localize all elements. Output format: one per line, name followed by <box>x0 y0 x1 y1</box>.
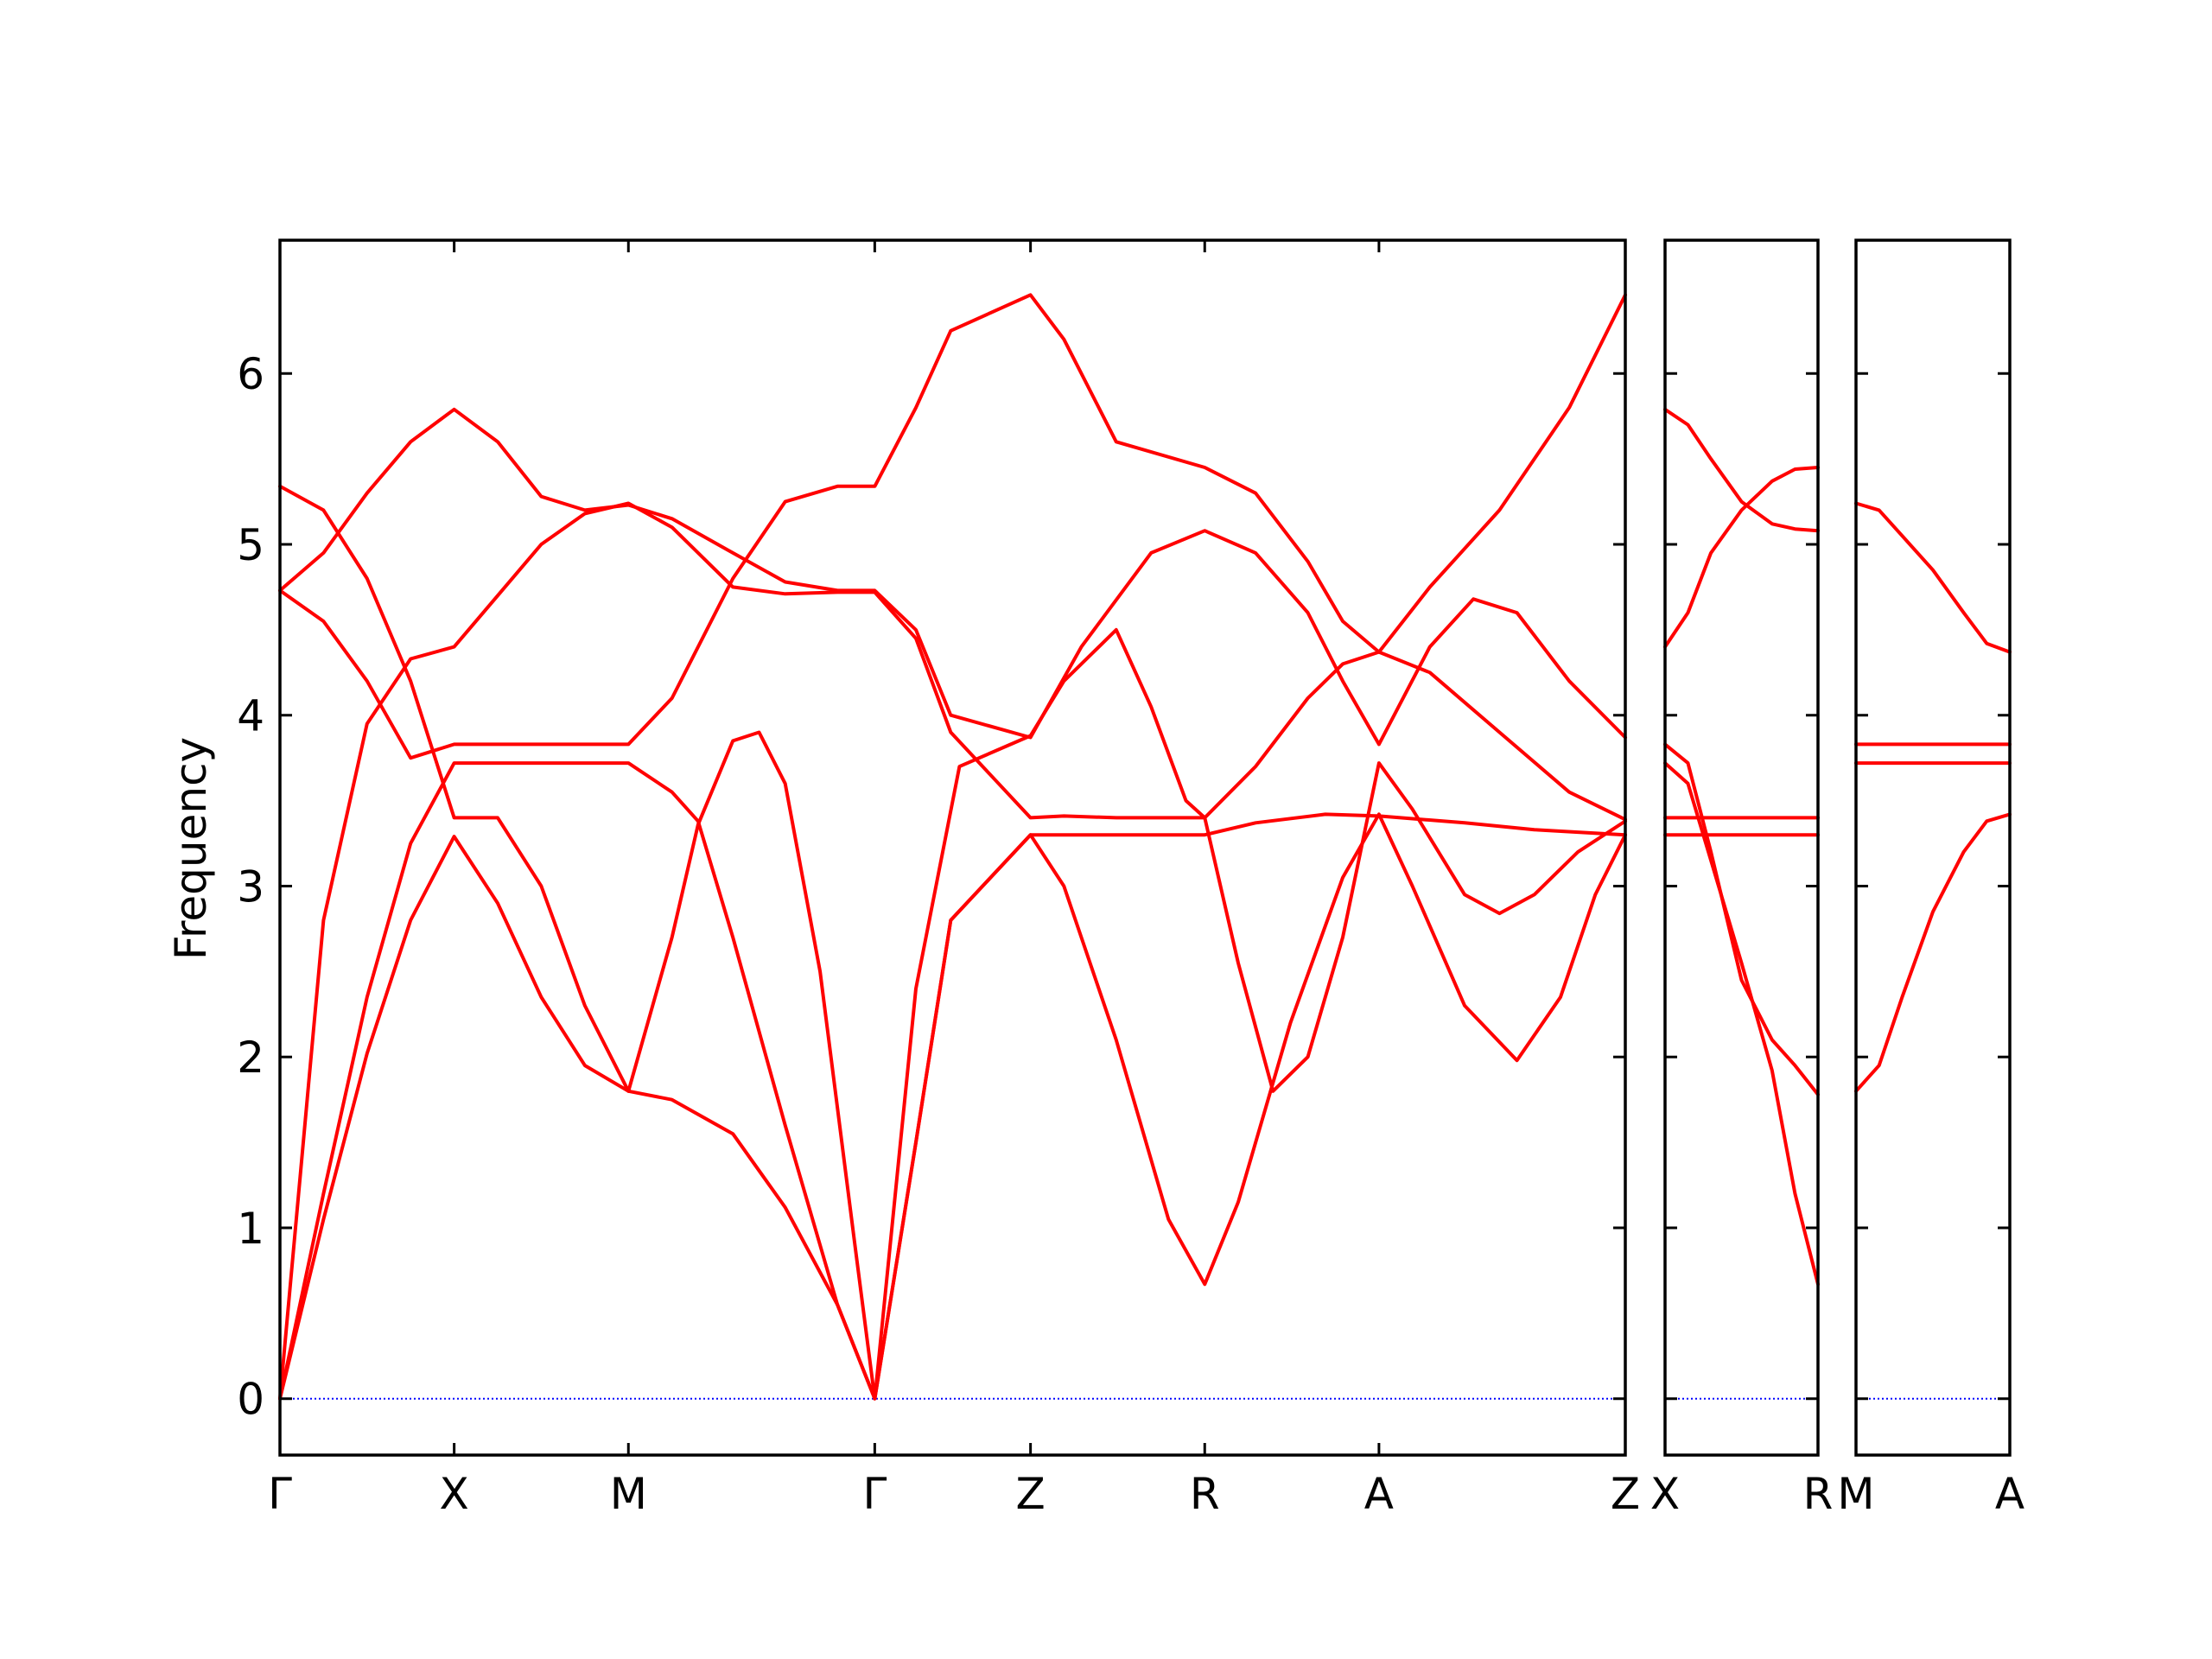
y-tick-label: 6 <box>237 349 264 399</box>
x-tick-label: Z <box>1611 1469 1640 1519</box>
x-tick-label: Z <box>1015 1469 1045 1519</box>
phonon-band-4 <box>278 293 1627 760</box>
phonon-band-4 <box>1854 501 2012 654</box>
panel-frame <box>1663 238 1820 1457</box>
phonon-band-3 <box>278 501 1627 1401</box>
x-tick-label: X <box>439 1469 468 1519</box>
x-tick-label: R <box>1803 1469 1834 1519</box>
y-tick-label: 2 <box>237 1033 264 1083</box>
phonon-band-3 <box>1663 761 1820 1287</box>
phonon-band-6 <box>278 484 1627 1401</box>
phonon-band-1 <box>278 812 1627 1401</box>
y-tick-label: 1 <box>237 1204 264 1254</box>
panel-frame <box>1854 238 2012 1457</box>
phonon-band-2 <box>278 761 1627 1401</box>
y-tick-label: 5 <box>237 520 264 570</box>
x-tick-label: Γ <box>862 1469 887 1519</box>
panel-frame <box>278 238 1627 1457</box>
x-tick-label: R <box>1190 1469 1220 1519</box>
phonon-band-6 <box>1663 407 1820 533</box>
y-axis-label: Frequency <box>166 737 216 960</box>
x-tick-label: A <box>1995 1469 2024 1519</box>
x-tick-label: X <box>1650 1469 1680 1519</box>
x-tick-label: M <box>610 1469 647 1519</box>
phonon-band-5 <box>1663 466 1820 649</box>
x-tick-label: M <box>1837 1469 1874 1519</box>
y-tick-label: 0 <box>237 1375 264 1425</box>
phonon-band-1 <box>1854 812 2012 1093</box>
x-tick-label: A <box>1364 1469 1394 1519</box>
y-tick-labels: 0 1 2 3 4 5 6 <box>237 349 264 1424</box>
phonon-band-4 <box>1663 742 1820 1096</box>
y-tick-label: 4 <box>237 691 264 741</box>
phonon-band-5 <box>278 407 1627 747</box>
y-tick-label: 3 <box>237 861 264 912</box>
x-tick-label: Γ <box>268 1469 292 1519</box>
